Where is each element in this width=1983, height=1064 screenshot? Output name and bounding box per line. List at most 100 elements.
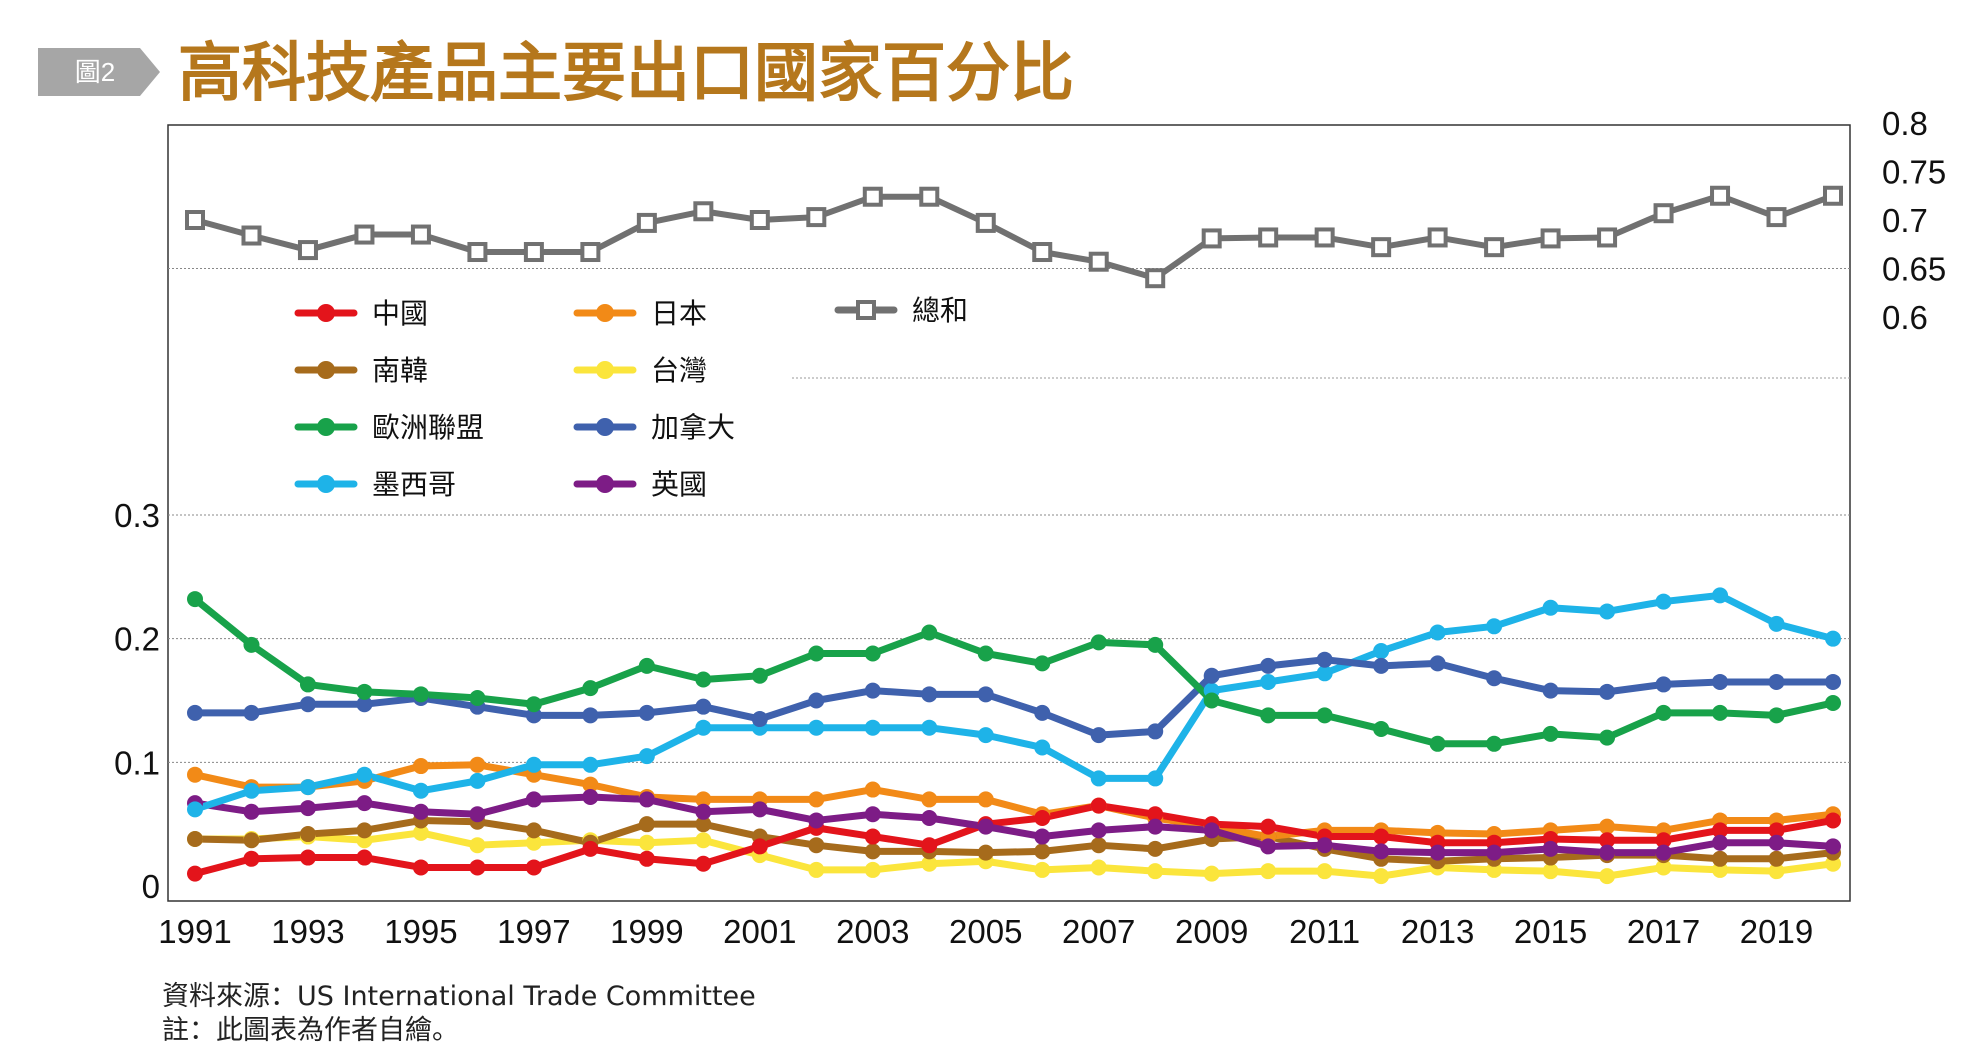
figure-tag-shape — [38, 48, 160, 96]
data-point — [525, 834, 542, 851]
data-point — [808, 812, 825, 829]
data-point — [1768, 863, 1785, 880]
data-point — [636, 212, 657, 233]
data-point — [1599, 844, 1616, 861]
legend-label: 總和 — [912, 294, 968, 327]
data-point — [1147, 840, 1164, 857]
data-point — [412, 782, 429, 799]
data-point — [1260, 863, 1277, 880]
data-point — [525, 791, 542, 808]
data-point — [1427, 227, 1448, 248]
data-point — [1314, 227, 1335, 248]
series-lines — [191, 192, 1837, 880]
data-point — [1260, 818, 1277, 835]
data-point — [1486, 735, 1503, 752]
data-point — [525, 707, 542, 724]
data-point — [187, 591, 203, 608]
data-point — [808, 791, 825, 808]
right-axis-tick-label: 0.6 — [1882, 299, 1928, 336]
data-point — [977, 686, 994, 703]
data-point — [1429, 624, 1446, 641]
right-axis-tick-label: 0.65 — [1882, 251, 1946, 288]
data-point — [525, 696, 542, 713]
data-point — [1825, 694, 1841, 711]
x-axis-tick-label: 2009 — [1175, 913, 1248, 950]
data-point — [1712, 587, 1729, 604]
series-line — [191, 816, 1837, 865]
data-point — [580, 242, 601, 263]
data-point — [1090, 634, 1107, 651]
data-point — [1373, 720, 1390, 737]
data-point — [1486, 861, 1503, 878]
data-point — [808, 861, 825, 878]
data-point — [1201, 228, 1222, 249]
data-point — [1542, 725, 1559, 742]
right-axis-tick-label: 0.7 — [1882, 202, 1928, 239]
right-axis-ticks: 0.6 0.65 0.7 0.75 0.8 — [1882, 105, 1946, 336]
legend-marker — [317, 361, 335, 379]
data-point — [1373, 868, 1390, 885]
legend-marker — [596, 304, 614, 322]
data-point — [1712, 850, 1729, 867]
data-point — [808, 692, 825, 709]
data-point — [297, 240, 318, 261]
data-point — [187, 766, 203, 783]
data-point — [1599, 818, 1616, 835]
data-point — [1203, 667, 1220, 684]
data-point — [1655, 704, 1672, 721]
data-point — [638, 791, 655, 808]
data-point — [1768, 673, 1785, 690]
data-point — [695, 671, 712, 688]
data-point — [862, 186, 883, 207]
data-point — [356, 822, 373, 839]
data-point — [187, 831, 203, 848]
x-axis-tick-label: 1997 — [497, 913, 570, 950]
data-point — [1768, 834, 1785, 851]
data-point — [1316, 651, 1333, 668]
data-point — [1147, 806, 1164, 823]
legend-marker — [317, 475, 335, 493]
data-point — [1655, 676, 1672, 693]
series-line — [191, 761, 1837, 841]
data-point — [638, 748, 655, 765]
x-axis-tick-label: 2001 — [723, 913, 796, 950]
data-point — [1429, 735, 1446, 752]
data-point — [1203, 865, 1220, 882]
plot-frame — [167, 124, 1851, 902]
data-point — [582, 776, 599, 793]
data-point — [1373, 657, 1390, 674]
data-point — [864, 861, 881, 878]
data-point — [525, 756, 542, 773]
data-point — [1768, 707, 1785, 724]
right-axis-tick-label: 0.8 — [1882, 105, 1928, 142]
data-point — [693, 201, 714, 222]
data-point — [1090, 727, 1107, 744]
data-point — [469, 772, 486, 789]
data-point — [1034, 861, 1051, 878]
data-point — [356, 696, 373, 713]
data-point — [1034, 655, 1051, 672]
data-point — [921, 837, 938, 854]
data-point — [1542, 682, 1559, 699]
data-point — [1712, 673, 1729, 690]
legend-label: 墨西哥 — [372, 468, 456, 501]
data-point — [921, 719, 938, 736]
data-point — [1712, 822, 1729, 839]
legend-marker — [596, 361, 614, 379]
data-point — [695, 816, 712, 833]
data-point — [469, 806, 486, 823]
data-point — [921, 809, 938, 826]
x-axis-ticks: 1991 1993 1995 1997 1999 2001 2003 2005 2007 2009… — [158, 913, 1813, 950]
data-point — [525, 822, 542, 839]
data-point — [1542, 863, 1559, 880]
data-point — [638, 850, 655, 867]
data-point — [695, 719, 712, 736]
data-point — [1258, 227, 1279, 248]
data-point — [1825, 855, 1841, 872]
data-point — [412, 824, 429, 841]
data-point — [808, 645, 825, 662]
data-point — [1147, 818, 1164, 835]
data-point — [1825, 812, 1841, 829]
data-point — [1710, 185, 1731, 206]
data-point — [1147, 863, 1164, 880]
